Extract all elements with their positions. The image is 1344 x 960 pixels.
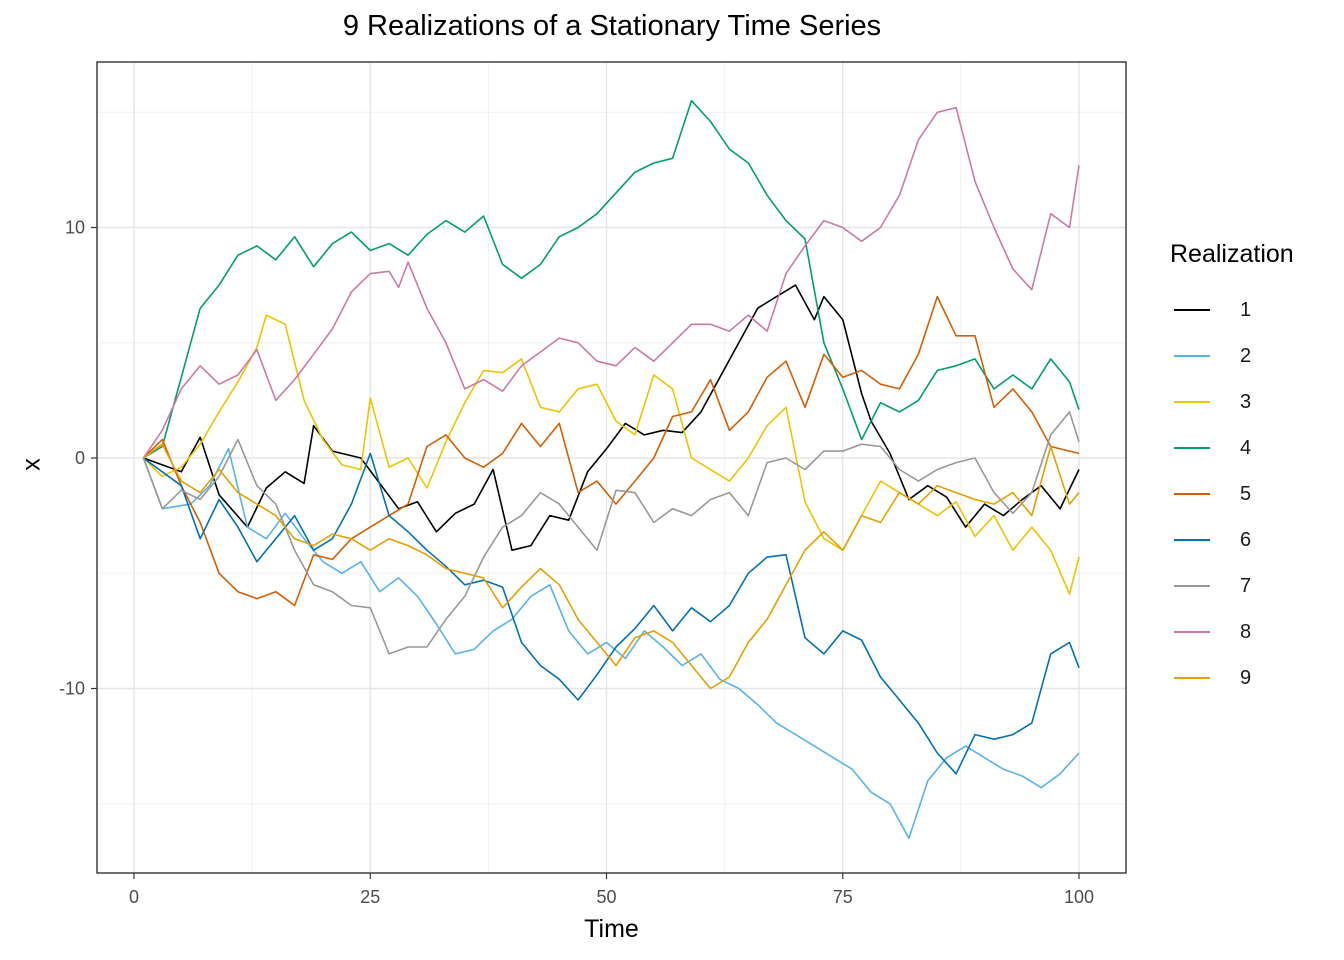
x-tick-label: 100 — [1064, 887, 1094, 907]
x-axis-title: Time — [584, 915, 639, 943]
axes: 0 25 50 75 100 -10 0 10 — [59, 218, 1094, 908]
y-tick-label: 0 — [75, 448, 85, 468]
legend-items: 1 2 3 4 5 6 7 8 9 — [1170, 287, 1340, 701]
x-tick-label: 25 — [360, 887, 380, 907]
legend-swatch — [1174, 493, 1210, 495]
grid — [97, 62, 1126, 873]
legend-swatch — [1174, 309, 1210, 311]
legend-swatch — [1174, 585, 1210, 587]
legend-swatch — [1174, 677, 1210, 679]
legend-label: 4 — [1240, 436, 1252, 459]
legend-item-6: 6 — [1170, 517, 1340, 563]
legend-label: 5 — [1240, 482, 1252, 505]
legend-item-7: 7 — [1170, 563, 1340, 609]
panel-border — [96, 61, 1127, 874]
x-tick-label: 0 — [129, 887, 139, 907]
x-tick-label: 75 — [833, 887, 853, 907]
legend-label: 3 — [1240, 390, 1252, 413]
legend-item-9: 9 — [1170, 655, 1340, 701]
legend-item-2: 2 — [1170, 333, 1340, 379]
legend-swatch — [1174, 447, 1210, 449]
legend: Realization 1 2 3 4 5 6 7 8 9 — [1170, 240, 1340, 701]
legend-label: 2 — [1240, 344, 1252, 367]
chart-title: 9 Realizations of a Stationary Time Seri… — [342, 10, 882, 42]
series-line-5 — [142, 295, 1080, 607]
legend-label: 6 — [1240, 528, 1252, 551]
series-line-9 — [142, 443, 1080, 690]
legend-item-1: 1 — [1170, 287, 1340, 333]
legend-label: 1 — [1240, 298, 1252, 321]
x-tick-label: 50 — [596, 887, 616, 907]
legend-item-3: 3 — [1170, 379, 1340, 425]
series-group — [142, 99, 1080, 840]
y-tick-label: 10 — [65, 218, 85, 238]
y-axis-title: x — [17, 458, 46, 471]
legend-item-8: 8 — [1170, 609, 1340, 655]
legend-item-4: 4 — [1170, 425, 1340, 471]
legend-swatch — [1174, 355, 1210, 357]
series-line-7 — [142, 411, 1080, 655]
legend-label: 9 — [1240, 666, 1252, 689]
legend-swatch — [1174, 401, 1210, 403]
legend-label: 8 — [1240, 620, 1252, 643]
series-line-4 — [142, 99, 1080, 459]
series-line-8 — [142, 106, 1080, 459]
legend-item-5: 5 — [1170, 471, 1340, 517]
legend-label: 7 — [1240, 574, 1252, 597]
y-tick-label: -10 — [59, 679, 85, 699]
series-line-6 — [142, 452, 1080, 775]
panel-background — [97, 62, 1126, 873]
legend-swatch — [1174, 539, 1210, 541]
series-line-3 — [142, 314, 1080, 595]
legend-swatch — [1174, 631, 1210, 633]
series-line-1 — [143, 284, 1080, 552]
legend-title: Realization — [1170, 240, 1294, 268]
